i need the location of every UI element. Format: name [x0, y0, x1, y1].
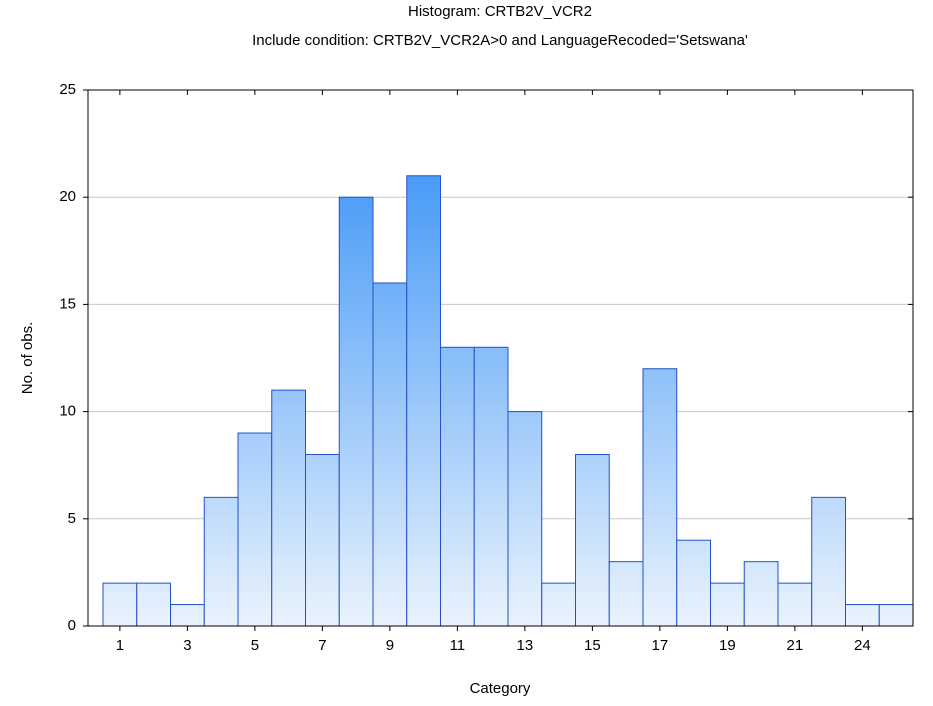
y-tick-label: 10	[59, 403, 76, 420]
x-tick-label: 5	[251, 637, 259, 654]
bar	[777, 582, 813, 627]
x-axis-label: Category	[470, 680, 531, 697]
bar	[136, 582, 171, 627]
y-tick-label: 25	[59, 81, 76, 98]
y-tick-label: 5	[68, 510, 76, 527]
x-tick-label: 1	[116, 637, 124, 654]
x-tick-label: 7	[318, 637, 326, 654]
y-tick-label: 0	[68, 617, 76, 634]
bar	[845, 604, 880, 627]
bar	[743, 561, 779, 627]
bar	[710, 582, 745, 627]
bar	[170, 604, 205, 627]
bar	[608, 561, 644, 627]
y-tick-label: 20	[59, 188, 76, 205]
y-axis-label: No. of obs.	[19, 322, 36, 395]
bar	[271, 389, 306, 627]
chart-title: Histogram: CRTB2V_VCR2	[408, 3, 592, 20]
bar	[811, 496, 846, 627]
bar	[642, 368, 678, 627]
chart-subtitle: Include condition: CRTB2V_VCR2A>0 and La…	[252, 32, 748, 49]
bar	[338, 196, 374, 627]
bar	[237, 432, 273, 627]
bar	[473, 346, 509, 627]
bar	[305, 453, 340, 627]
bar	[541, 582, 576, 627]
x-tick-label: 13	[517, 637, 534, 654]
bar	[102, 582, 138, 627]
bar	[507, 411, 543, 627]
plot-frame	[87, 89, 914, 627]
x-tick-label: 21	[787, 637, 804, 654]
bar	[406, 175, 441, 627]
x-tick-label: 24	[854, 637, 871, 654]
x-tick-label: 9	[386, 637, 394, 654]
x-tick-label: 17	[652, 637, 669, 654]
bar	[676, 539, 711, 627]
x-tick-label: 19	[719, 637, 736, 654]
x-tick-label: 15	[584, 637, 601, 654]
bar	[440, 346, 475, 627]
bar	[575, 453, 610, 627]
y-tick-label: 15	[59, 295, 76, 312]
bar	[878, 604, 914, 627]
bar	[203, 496, 239, 627]
x-tick-label: 3	[183, 637, 191, 654]
x-tick-label: 11	[450, 637, 466, 654]
bar	[372, 282, 408, 627]
